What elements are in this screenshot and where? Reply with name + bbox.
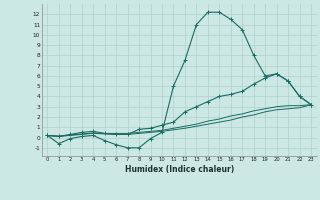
X-axis label: Humidex (Indice chaleur): Humidex (Indice chaleur): [124, 165, 234, 174]
